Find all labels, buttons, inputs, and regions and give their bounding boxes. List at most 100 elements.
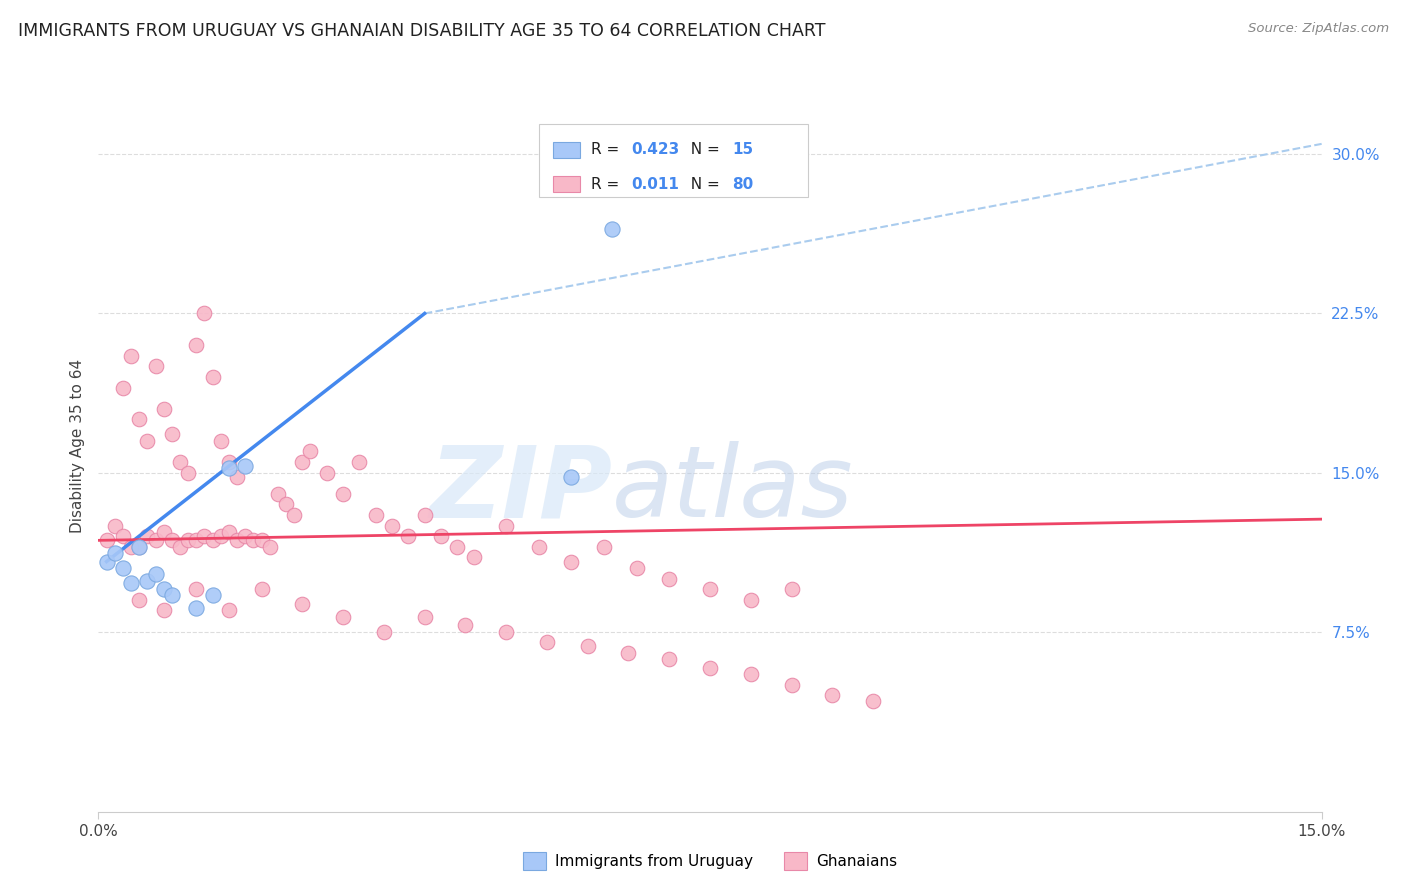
Point [226,533,249,548]
Point [291,597,314,611]
Point [495,624,517,639]
Point [250,533,273,548]
Point [186,533,208,548]
Point [600,221,623,235]
Point [120,575,142,590]
Point [658,572,681,586]
Point [201,533,224,548]
Point [160,533,183,548]
Point [128,540,150,554]
Point [169,455,191,469]
Point [233,459,256,474]
Point [145,359,167,374]
Point [658,652,681,666]
Point [145,567,167,582]
Point [120,349,142,363]
Point [381,518,404,533]
Point [332,609,354,624]
Y-axis label: Disability Age 35 to 64: Disability Age 35 to 64 [69,359,84,533]
Text: ZIP: ZIP [429,442,612,539]
FancyBboxPatch shape [554,142,581,158]
Point [136,574,159,588]
Point [267,486,290,500]
Point [617,646,640,660]
Text: R =: R = [592,142,624,157]
Point [160,427,183,442]
Point [104,518,127,533]
Point [111,529,134,543]
Point [209,434,232,448]
Point [242,533,264,548]
Point [364,508,387,522]
Text: Source: ZipAtlas.com: Source: ZipAtlas.com [1249,22,1389,36]
Point [186,601,208,615]
Point [454,618,477,632]
Point [413,609,436,624]
Point [177,466,200,480]
Point [111,561,134,575]
Point [396,529,419,543]
Point [740,592,762,607]
Text: N =: N = [681,142,724,157]
Point [291,455,314,469]
Point [821,688,844,702]
Point [527,540,550,554]
Point [96,533,118,548]
Point [332,486,354,500]
Point [593,540,616,554]
Point [201,370,224,384]
Point [111,381,134,395]
Point [136,434,159,448]
Point [560,469,582,483]
Text: IMMIGRANTS FROM URUGUAY VS GHANAIAN DISABILITY AGE 35 TO 64 CORRELATION CHART: IMMIGRANTS FROM URUGUAY VS GHANAIAN DISA… [18,22,825,40]
Point [145,533,167,548]
Point [536,635,558,649]
Point [699,582,721,596]
Point [128,540,150,554]
Point [160,589,183,603]
Point [186,582,208,596]
Point [780,677,803,691]
Point [315,466,337,480]
Point [560,555,582,569]
Text: N =: N = [681,177,724,192]
Point [226,469,249,483]
Point [128,592,150,607]
FancyBboxPatch shape [554,176,581,192]
Text: atlas: atlas [612,442,853,539]
Point [283,508,305,522]
Point [136,529,159,543]
Point [463,550,485,565]
Point [413,508,436,522]
Point [218,524,240,539]
Text: 80: 80 [733,177,754,192]
Point [274,497,297,511]
Point [740,667,762,681]
Point [177,533,200,548]
Legend: Immigrants from Uruguay, Ghanaians: Immigrants from Uruguay, Ghanaians [523,852,897,870]
FancyBboxPatch shape [538,124,808,197]
Point [193,306,215,320]
Point [152,401,174,416]
Text: 0.423: 0.423 [631,142,681,157]
Point [169,540,191,554]
Point [576,640,599,654]
Point [96,555,118,569]
Point [152,582,174,596]
Text: 15: 15 [733,142,754,157]
Point [299,444,322,458]
Text: R =: R = [592,177,624,192]
Text: 0.011: 0.011 [631,177,679,192]
Point [193,529,215,543]
Point [120,540,142,554]
Point [780,582,803,596]
Point [201,589,224,603]
Point [152,603,174,617]
Point [446,540,468,554]
Point [186,338,208,352]
Point [218,461,240,475]
Point [373,624,395,639]
Point [349,455,371,469]
Point [152,524,174,539]
Point [250,582,273,596]
